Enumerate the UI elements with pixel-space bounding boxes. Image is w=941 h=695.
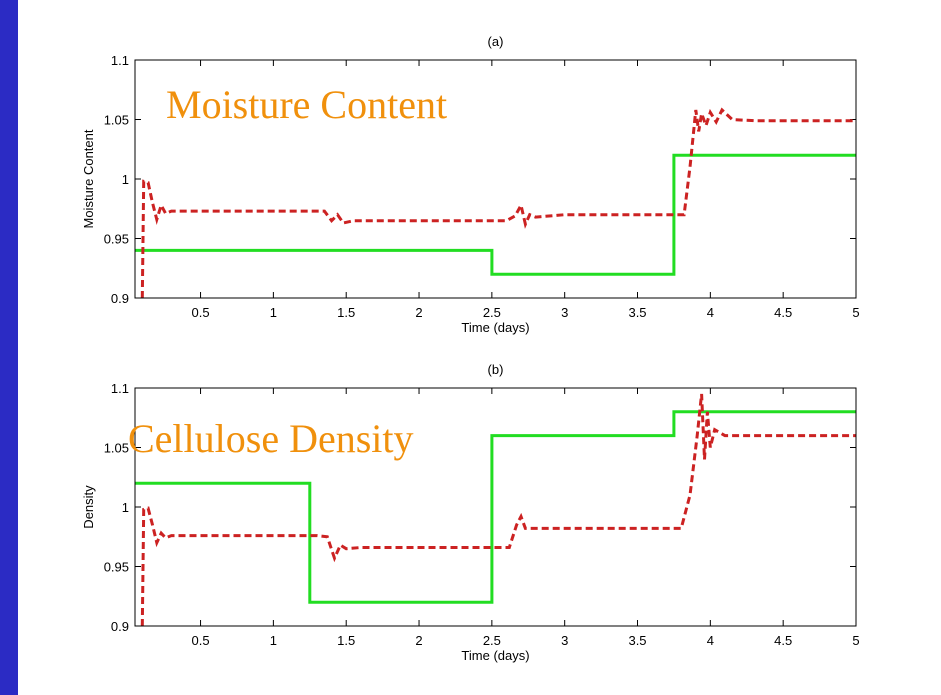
y-tick-label: 1.05 xyxy=(104,113,129,128)
y-tick-label: 1 xyxy=(122,172,129,187)
series-line-solid xyxy=(135,410,856,604)
x-tick-label: 5 xyxy=(852,633,859,648)
chart-a-xlabel: Time (days) xyxy=(461,320,529,335)
chart-b-title: (b) xyxy=(488,362,504,377)
y-tick-label: 1.1 xyxy=(111,381,129,396)
chart-a-title: (a) xyxy=(488,34,504,49)
x-tick-label: 0.5 xyxy=(192,305,210,320)
plot-frame-a xyxy=(134,59,857,299)
y-tick-label: 0.95 xyxy=(104,560,129,575)
x-tick-label: 2.5 xyxy=(483,633,501,648)
y-tick-label: 0.9 xyxy=(111,291,129,306)
y-tick-label: 1.05 xyxy=(104,441,129,456)
x-tick-label: 3.5 xyxy=(628,633,646,648)
x-tick-label: 1 xyxy=(270,633,277,648)
overlay-label-cellulose-density: Cellulose Density xyxy=(128,416,414,461)
x-tick-label: 3 xyxy=(561,305,568,320)
series-line-solid xyxy=(135,153,856,276)
x-tick-label: 2 xyxy=(415,305,422,320)
x-tick-label: 1 xyxy=(270,305,277,320)
chart-b-xlabel: Time (days) xyxy=(461,648,529,663)
plot-area-b xyxy=(135,388,856,626)
y-tick-label: 0.95 xyxy=(104,232,129,247)
chart-b-ylabel: Density xyxy=(81,485,96,529)
overlay-label-moisture-content: Moisture Content xyxy=(166,82,447,127)
x-tick-label: 2 xyxy=(415,633,422,648)
plot-area-a xyxy=(135,60,856,298)
x-tick-label: 3 xyxy=(561,633,568,648)
x-tick-label: 1.5 xyxy=(337,633,355,648)
x-tick-label: 4.5 xyxy=(774,305,792,320)
x-tick-label: 4.5 xyxy=(774,633,792,648)
x-tick-label: 1.5 xyxy=(337,305,355,320)
x-tick-label: 5 xyxy=(852,305,859,320)
x-tick-label: 4 xyxy=(707,305,714,320)
x-tick-label: 2.5 xyxy=(483,305,501,320)
x-tick-label: 3.5 xyxy=(628,305,646,320)
figure-panel: 0.5 1 1.5 2 2.5 3 3.5 4 4.5 5 0.9 0.95 1 1.05 1.1 (a) … xyxy=(18,0,941,695)
chart-a-ylabel: Moisture Content xyxy=(81,129,96,228)
plot-frame-b xyxy=(134,387,857,627)
x-tick-label: 4 xyxy=(707,633,714,648)
y-tick-label: 1.1 xyxy=(111,53,129,68)
series-line-dashed xyxy=(140,107,856,299)
y-tick-label: 1 xyxy=(122,500,129,515)
x-tick-label: 0.5 xyxy=(192,633,210,648)
series-line-dashed xyxy=(140,393,856,627)
y-tick-label: 0.9 xyxy=(111,619,129,634)
